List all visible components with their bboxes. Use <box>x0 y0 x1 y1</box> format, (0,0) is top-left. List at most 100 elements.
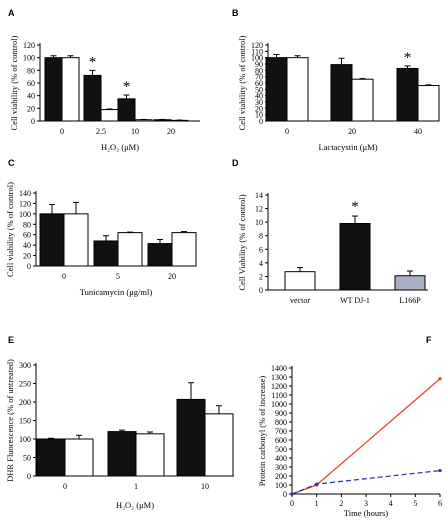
y-tick-label: 100 <box>19 210 31 219</box>
bar <box>134 119 153 122</box>
y-tick-label: 100 <box>23 54 35 63</box>
y-tick-label: 120 <box>251 41 263 50</box>
bar <box>93 240 119 267</box>
bar <box>265 57 288 122</box>
bar <box>284 271 316 291</box>
y-tick-label: 500 <box>275 445 287 454</box>
y-tick-label: 2 <box>259 272 263 281</box>
y-tick-label: 0 <box>27 262 31 271</box>
data-point <box>438 469 442 473</box>
panel-label: E <box>8 335 14 345</box>
bar <box>135 433 165 477</box>
panel-label: F <box>426 335 432 345</box>
y-tick-label: 10 <box>255 218 263 227</box>
y-tick-label: 900 <box>275 409 287 418</box>
x-tick-label: 4 <box>389 499 393 508</box>
x-tick-label: 0 <box>290 499 294 508</box>
y-tick-label: 140 <box>19 189 31 198</box>
x-tick-label: 0 <box>62 272 66 281</box>
bar <box>39 213 65 267</box>
y-tick-label: 120 <box>23 41 35 50</box>
y-tick-label: 120 <box>19 199 31 208</box>
bar <box>417 85 440 122</box>
x-tick-label: 20 <box>348 127 356 136</box>
bar <box>351 78 374 122</box>
x-tick-label: 1 <box>315 499 319 508</box>
y-tick-label: 12 <box>255 205 263 214</box>
y-tick-label: 80 <box>27 66 35 75</box>
y-tick-label: 80 <box>23 220 31 229</box>
y-tick-label: 110 <box>251 47 263 56</box>
data-point <box>315 482 319 486</box>
y-axis-label: Cell viability (% of control) <box>237 35 247 130</box>
y-tick-label: 40 <box>27 92 35 101</box>
panel-d: D 0 2 4 6 8 10 12 14 Cell Viability (% of control… <box>232 158 428 305</box>
y-tick-label: 400 <box>275 454 287 463</box>
y-axis-label: Cell Viability (% of control) <box>237 194 247 290</box>
x-tick-label: 5 <box>116 272 120 281</box>
bar <box>396 67 419 122</box>
bar <box>394 275 426 291</box>
bar <box>153 119 172 122</box>
y-tick-label: 50 <box>255 85 263 94</box>
y-tick-label: 60 <box>255 79 263 88</box>
panel-f: F010020030040050060070080090010001100120… <box>257 335 442 518</box>
y-tick-label: 300 <box>275 463 287 472</box>
y-tick-label: 50 <box>23 454 31 463</box>
x-tick-label: 40 <box>414 127 422 136</box>
y-tick-label: 0 <box>259 117 263 126</box>
y-tick-label: 1100 <box>271 391 287 400</box>
x-tick-label: 2.5 <box>96 127 106 136</box>
y-tick-label: 1000 <box>271 400 287 409</box>
y-tick-label: 20 <box>23 252 31 261</box>
bar <box>83 74 102 122</box>
y-axis-label: Protein carbonyl (% of increase) <box>257 376 267 487</box>
bar <box>176 398 206 477</box>
x-tick-label: vector <box>290 296 310 305</box>
bar <box>61 57 80 122</box>
bar <box>117 98 136 122</box>
y-tick-label: 200 <box>275 472 287 481</box>
y-tick-label: 0 <box>283 490 287 499</box>
y-tick-label: 80 <box>255 66 263 75</box>
x-tick-label: 20 <box>167 127 175 136</box>
x-tick-label: 3 <box>364 499 368 508</box>
y-tick-label: 600 <box>275 436 287 445</box>
y-tick-label: 800 <box>275 418 287 427</box>
y-tick-label: 90 <box>255 60 263 69</box>
y-tick-label: 40 <box>255 92 263 101</box>
x-tick-label: 10 <box>131 127 139 136</box>
x-tick-label: L166P <box>399 296 421 305</box>
bar <box>204 413 234 477</box>
significance-star: * <box>123 79 131 95</box>
bar <box>147 243 173 267</box>
y-tick-label: 200 <box>19 398 31 407</box>
x-tick-label: 0 <box>63 482 67 491</box>
y-tick-label: 30 <box>255 98 263 107</box>
y-tick-label: 100 <box>251 54 263 63</box>
x-tick-label: WT DJ-1 <box>340 296 370 305</box>
panel-label: A <box>8 8 15 18</box>
x-axis-label: H₂O₂ (μM) <box>101 142 139 152</box>
bar <box>171 232 197 267</box>
y-axis-label: Cell viability (% of control) <box>9 35 19 130</box>
bar <box>339 223 371 291</box>
y-axis-label: DHR Fluorescence (% of untreated) <box>5 359 15 482</box>
data-point <box>438 377 442 381</box>
x-tick-label: 2 <box>339 499 343 508</box>
x-axis-label: Lactacystin (μM) <box>318 142 377 152</box>
x-tick-label: 20 <box>168 272 176 281</box>
y-tick-label: 8 <box>259 232 263 241</box>
y-tick-label: 100 <box>19 435 31 444</box>
significance-star: * <box>351 199 359 215</box>
significance-star: * <box>89 54 97 70</box>
y-tick-label: 300 <box>19 361 31 370</box>
y-tick-label: 10 <box>255 111 263 120</box>
y-tick-label: 20 <box>27 104 35 113</box>
y-tick-label: 150 <box>19 417 31 426</box>
x-tick-label: 0 <box>60 127 64 136</box>
bar <box>36 438 66 477</box>
y-tick-label: 40 <box>23 241 31 250</box>
bar <box>107 431 137 477</box>
